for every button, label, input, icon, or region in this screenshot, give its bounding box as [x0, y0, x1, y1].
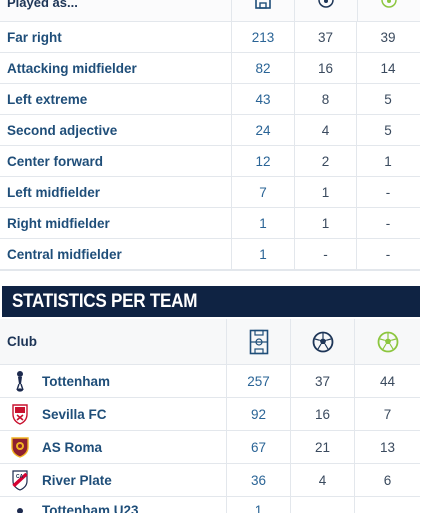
- appearances-value: 12: [231, 146, 294, 176]
- assists-value: 44: [354, 365, 420, 397]
- appearances-value: 67: [226, 431, 290, 463]
- goal-ball-icon: [381, 0, 397, 8]
- goals-value: 1: [294, 208, 356, 238]
- club-cell: Tottenham U23: [0, 497, 226, 513]
- assists-value: -: [356, 208, 419, 238]
- section-title: STATISTICS PER TEAM: [12, 290, 198, 312]
- appearances-column-header: [226, 319, 290, 364]
- pitch-icon: [255, 0, 271, 9]
- appearances-value: 43: [231, 84, 294, 114]
- table-row: Left extreme 43 8 5: [0, 84, 420, 115]
- goals-column-header: [290, 319, 354, 364]
- goal-ball-icon: [377, 331, 398, 352]
- svg-text:CA: CA: [16, 474, 24, 480]
- tottenham-crest-icon: [10, 370, 30, 392]
- ball-icon: [318, 0, 334, 8]
- assists-value: 6: [354, 464, 420, 496]
- pitch-icon: [249, 329, 268, 354]
- sevilla-crest-icon: [10, 403, 30, 425]
- assists-value: 14: [356, 53, 419, 83]
- appearances-value: 1: [231, 208, 294, 238]
- goals-value: 37: [294, 22, 356, 52]
- club-column-header: Club: [7, 334, 37, 349]
- table-row: Attacking midfielder 82 16 14: [0, 53, 420, 84]
- appearances-value: 92: [226, 398, 290, 430]
- assists-value: 39: [356, 22, 419, 52]
- position-link[interactable]: Second adjective: [7, 122, 118, 138]
- goals-value: -: [294, 239, 356, 269]
- team-table-header: Club: [0, 319, 420, 365]
- position-link[interactable]: Center forward: [7, 153, 104, 169]
- assists-value: 13: [354, 431, 420, 463]
- appearances-value: 213: [231, 22, 294, 52]
- river-plate-crest-icon: CA: [10, 469, 30, 491]
- positions-header-label: Played as...: [7, 0, 78, 10]
- assists-column-header: [357, 0, 420, 21]
- goals-column-header: [294, 0, 357, 21]
- section-divider: [0, 270, 420, 286]
- club-cell: AS Roma: [0, 431, 226, 463]
- goals-value: [290, 497, 354, 513]
- assists-value: 1: [356, 146, 419, 176]
- club-cell: Tottenham: [0, 365, 226, 397]
- club-link[interactable]: AS Roma: [42, 439, 103, 455]
- club-cell: Sevilla FC: [0, 398, 226, 430]
- table-row: Second adjective 24 4 5: [0, 115, 420, 146]
- appearances-value: 257: [226, 365, 290, 397]
- positions-table-header: Played as...: [0, 0, 420, 22]
- table-row: Right midfielder 1 1 -: [0, 208, 420, 239]
- appearances-value: 1: [231, 239, 294, 269]
- position-link[interactable]: Attacking midfielder: [7, 60, 137, 76]
- club-link[interactable]: Tottenham U23: [42, 503, 139, 513]
- club-link[interactable]: River Plate: [42, 472, 112, 488]
- table-row: CA River Plate 36 4 6: [0, 464, 420, 497]
- goals-value: 4: [290, 464, 354, 496]
- club-link[interactable]: Sevilla FC: [42, 406, 107, 422]
- goals-value: 21: [290, 431, 354, 463]
- goals-value: 16: [290, 398, 354, 430]
- positions-table-body: Far right 213 37 39 Attacking midfielder…: [0, 22, 420, 270]
- assists-value: 7: [354, 398, 420, 430]
- assists-value: -: [356, 177, 419, 207]
- table-row: Tottenham U23 1: [0, 497, 420, 513]
- position-link[interactable]: Left midfielder: [7, 184, 101, 200]
- ball-icon: [312, 331, 333, 352]
- appearances-value: 82: [231, 53, 294, 83]
- position-link[interactable]: Right midfielder: [7, 215, 110, 231]
- club-cell: CA River Plate: [0, 464, 226, 496]
- table-row: Far right 213 37 39: [0, 22, 420, 53]
- goals-value: 4: [294, 115, 356, 145]
- goals-value: 16: [294, 53, 356, 83]
- tottenham-crest-icon: [10, 503, 30, 513]
- table-row: AS Roma 67 21 13: [0, 431, 420, 464]
- appearances-value: 1: [226, 497, 290, 513]
- goals-value: 8: [294, 84, 356, 114]
- goals-value: 1: [294, 177, 356, 207]
- goals-value: 2: [294, 146, 356, 176]
- assists-value: [354, 497, 420, 513]
- appearances-value: 24: [231, 115, 294, 145]
- assists-value: 5: [356, 84, 419, 114]
- assists-column-header: [354, 319, 420, 364]
- roma-crest-icon: [10, 436, 30, 458]
- position-link[interactable]: Central midfielder: [7, 246, 122, 262]
- table-row: Central midfielder 1 - -: [0, 239, 420, 270]
- appearances-value: 7: [231, 177, 294, 207]
- assists-value: -: [356, 239, 419, 269]
- table-row: Tottenham 257 37 44: [0, 365, 420, 398]
- assists-value: 5: [356, 115, 419, 145]
- position-link[interactable]: Far right: [7, 29, 62, 45]
- table-row: Sevilla FC 92 16 7: [0, 398, 420, 431]
- table-row: Left midfielder 7 1 -: [0, 177, 420, 208]
- goals-value: 37: [290, 365, 354, 397]
- section-title-bar: STATISTICS PER TEAM: [2, 286, 420, 317]
- position-link[interactable]: Left extreme: [7, 91, 88, 107]
- appearances-column-header: [231, 0, 294, 21]
- table-row: Center forward 12 2 1: [0, 146, 420, 177]
- club-link[interactable]: Tottenham: [42, 373, 110, 389]
- appearances-value: 36: [226, 464, 290, 496]
